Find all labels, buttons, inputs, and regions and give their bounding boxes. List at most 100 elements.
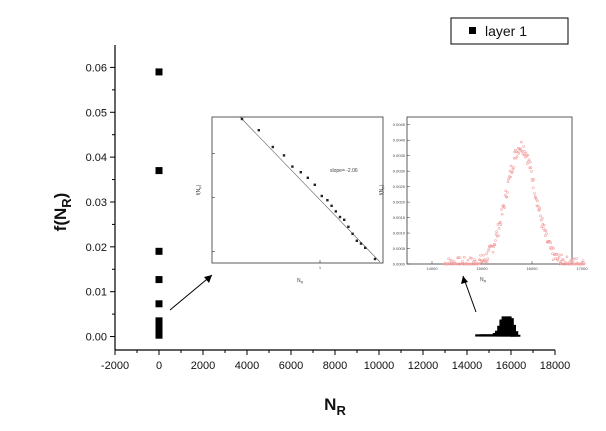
data-point	[155, 300, 163, 308]
inset-2-point	[522, 153, 526, 157]
x-tick-label: 14000	[452, 360, 483, 372]
inset-1-point	[271, 145, 274, 149]
x-tick-label: 12000	[408, 360, 439, 372]
inset-2-point	[549, 241, 553, 244]
inset-2-point	[556, 258, 560, 262]
inset-1-point	[364, 246, 367, 249]
inset-2-point	[575, 257, 578, 260]
inset-2-point	[540, 217, 544, 220]
pointer-arrows	[169, 274, 477, 313]
inset-2-point	[466, 258, 470, 262]
inset-2-x-tick-label: 15000	[476, 266, 488, 271]
inset-2-point	[509, 175, 512, 179]
inset-2-point	[507, 175, 511, 178]
x-tick-label: -2000	[101, 360, 129, 372]
inset-2-point	[477, 262, 481, 265]
inset-2-point	[545, 232, 548, 235]
peak-point	[506, 324, 516, 337]
inset-2-point	[504, 189, 508, 193]
inset-2-point	[530, 170, 533, 173]
x-tick-label: 0	[156, 360, 162, 372]
inset-2-point	[500, 212, 504, 216]
inset-2-point	[479, 253, 482, 257]
inset-1-point	[359, 242, 363, 245]
inset-2-point	[557, 255, 561, 259]
inset-2-y-tick-label: 0.0010	[393, 231, 406, 236]
inset-2-point	[581, 259, 585, 262]
inset-2-point	[506, 180, 510, 184]
arrow-to-inset-1	[169, 274, 213, 311]
data-point-cluster	[155, 320, 163, 336]
inset-2-axes: 0.0000 0.0005 0.0010 0.0015 0.0020 0.0025 0.00…	[393, 116, 588, 271]
inset-2-point	[569, 259, 573, 262]
inset-1-point	[291, 165, 294, 168]
inset-1-point	[320, 194, 323, 198]
inset-2-point	[536, 199, 539, 203]
inset-2-point	[473, 259, 477, 263]
inset-2-point	[486, 249, 490, 253]
x-tick-label: 4000	[235, 360, 259, 372]
inset-2-point	[498, 220, 502, 224]
inset-2-point	[507, 177, 511, 181]
legend-marker	[469, 27, 476, 34]
data-point	[155, 247, 163, 255]
inset-1: 1 slope= -2.06 NR f(NR)	[196, 116, 384, 285]
inset-2-point	[462, 255, 466, 259]
y-tick-label: 0.01	[86, 287, 107, 299]
inset-1-x-tick-label: 1	[319, 265, 322, 270]
inset-2-point	[533, 195, 537, 198]
inset-2-point	[529, 166, 533, 169]
inset-2-y-tick-label: 0.0040	[393, 138, 406, 143]
x-tick-label: 2000	[191, 360, 215, 372]
inset-2-point	[491, 244, 494, 248]
inset-2-point	[510, 170, 514, 174]
inset-2-point	[497, 234, 500, 237]
inset-2-point	[517, 152, 521, 155]
inset-2-y-tick-label: 0.0015	[393, 215, 406, 220]
inset-2-x-tick-label: 16000	[526, 266, 538, 271]
inset-2-point	[485, 252, 488, 255]
inset-2-point	[539, 218, 543, 222]
inset-2-point	[515, 155, 519, 158]
inset-2-point	[544, 229, 548, 232]
x-tick-label: 16000	[496, 360, 527, 372]
inset-1-point	[347, 225, 350, 228]
inset-2-point	[508, 169, 512, 173]
inset-1-point	[313, 183, 316, 186]
legend: layer 1	[450, 17, 569, 45]
y-tick-label: 0.00	[86, 332, 107, 344]
inset-2-point	[528, 160, 532, 164]
inset-2-point	[497, 226, 501, 230]
inset-1-point	[306, 176, 309, 179]
peak-point	[510, 334, 521, 337]
inset-2-point	[522, 145, 526, 148]
inset-2-point	[496, 223, 500, 226]
inset-2-x-tick-label: 14000	[426, 266, 438, 271]
y-tick-label: 0.05	[86, 107, 107, 119]
inset-1-point	[330, 204, 333, 207]
inset-2-point	[505, 195, 509, 199]
inset-2-point	[487, 247, 491, 251]
inset-2-point	[450, 260, 454, 264]
y-tick-label: 0.03	[86, 197, 107, 209]
main-points	[155, 68, 521, 339]
inset-1-point	[351, 232, 354, 235]
main-ticks: -2000 0 2000 4000 6000 8000 10000 12000 14000 160…	[86, 62, 571, 372]
inset-2-point	[509, 164, 513, 168]
inset-2-point	[468, 262, 472, 266]
inset-2-point	[513, 148, 517, 152]
inset-2-point	[491, 250, 495, 254]
y-tick-label: 0.04	[86, 152, 107, 164]
inset-2-point	[516, 146, 520, 150]
x-tick-label: 8000	[323, 360, 347, 372]
inset-2-point	[514, 156, 518, 160]
inset-1-point	[299, 171, 302, 174]
inset-2-y-tick-label: 0.0000	[393, 262, 406, 267]
data-point	[155, 68, 163, 76]
inset-2-point	[495, 230, 499, 234]
x-axis-title: NR	[324, 395, 346, 418]
inset-1-point	[373, 257, 377, 261]
x-tick-label: 6000	[279, 360, 303, 372]
inset-2-point	[569, 262, 572, 266]
